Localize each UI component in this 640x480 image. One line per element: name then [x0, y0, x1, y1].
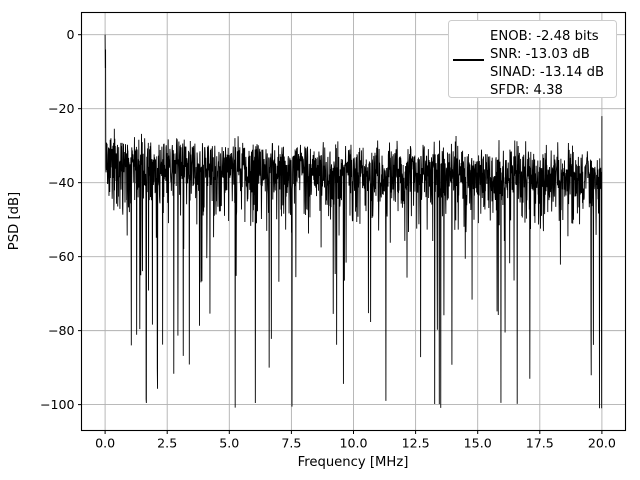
legend: ENOB: -2.48 bits SNR: -13.03 dB SINAD: -… — [448, 20, 617, 98]
x-tick-label: 2.5 — [157, 436, 177, 451]
x-tick-labels: 0.0 2.5 5.0 7.5 10.0 12.5 15.0 17.5 20.0 — [95, 436, 616, 451]
x-tick-label: 17.5 — [526, 436, 554, 451]
legend-entry-sfdr: SFDR: 4.38 — [490, 83, 563, 98]
y-axis-label: PSD [dB] — [7, 192, 22, 250]
legend-entry-snr: SNR: -13.03 dB — [490, 47, 590, 62]
x-tick-label: 20.0 — [588, 436, 616, 451]
y-tick-label: −20 — [48, 101, 75, 116]
x-tick-label: 10.0 — [339, 436, 367, 451]
x-tick-label: 15.0 — [464, 436, 492, 451]
x-axis-label: Frequency [MHz] — [298, 455, 409, 470]
x-tick-label: 12.5 — [402, 436, 430, 451]
y-tick-label: −40 — [48, 175, 75, 190]
axis-ticks — [78, 34, 603, 434]
y-tick-label: −100 — [40, 397, 75, 412]
x-tick-label: 7.5 — [281, 436, 301, 451]
y-tick-label: −60 — [48, 249, 75, 264]
psd-trace — [104, 34, 603, 409]
x-tick-label: 0.0 — [95, 436, 115, 451]
y-tick-labels: 0 −20 −40 −60 −80 −100 — [40, 27, 75, 412]
y-tick-label: −80 — [48, 323, 75, 338]
x-tick-label: 5.0 — [219, 436, 239, 451]
legend-entry-enob: ENOB: -2.48 bits — [490, 29, 599, 44]
y-tick-label: 0 — [66, 27, 74, 42]
psd-trace-group — [104, 34, 603, 409]
legend-frame — [448, 20, 617, 98]
legend-entry-sinad: SINAD: -13.14 dB — [490, 65, 604, 80]
